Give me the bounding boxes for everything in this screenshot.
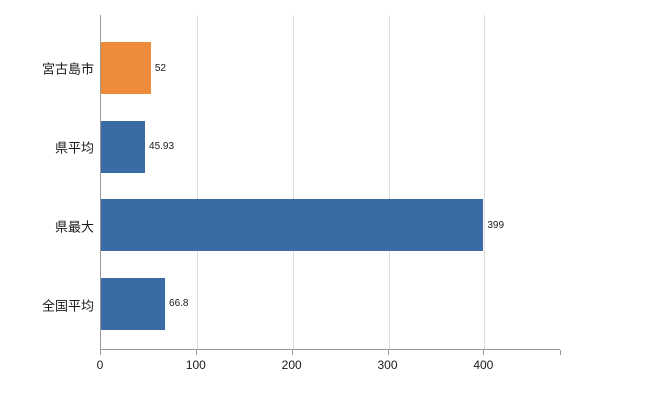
bar-1[interactable] bbox=[101, 42, 151, 95]
value-label: 45.93 bbox=[149, 141, 175, 153]
x-axis-tick bbox=[291, 350, 293, 355]
plot-area: 52 45.93 399 66.8 bbox=[100, 15, 560, 350]
value-label: 399 bbox=[487, 219, 505, 231]
bar-row: 66.8 bbox=[101, 265, 560, 344]
x-axis-tick bbox=[387, 350, 389, 355]
x-axis-tick bbox=[195, 350, 197, 355]
category-label: 全国平均 bbox=[41, 298, 94, 314]
gridline bbox=[484, 15, 486, 349]
x-axis-tick-label: 200 bbox=[281, 358, 302, 372]
x-axis-tick-label: 100 bbox=[185, 358, 206, 372]
category-label: 県平均 bbox=[54, 140, 94, 156]
x-axis-tick bbox=[483, 350, 485, 355]
bar-3[interactable] bbox=[101, 199, 484, 252]
x-axis-tick-label: 300 bbox=[377, 358, 398, 372]
x-axis-tick-label: 0 bbox=[96, 358, 104, 372]
bar-2[interactable] bbox=[101, 120, 146, 173]
category-label: 宮古島市 bbox=[41, 61, 94, 77]
value-label: 52 bbox=[154, 62, 166, 74]
bar-row: 399 bbox=[101, 186, 560, 265]
x-axis-tick bbox=[100, 350, 101, 355]
x-axis-end-tick bbox=[560, 350, 561, 355]
bar-row: 52 bbox=[101, 29, 560, 108]
bar-row: 45.93 bbox=[101, 108, 560, 187]
category-label: 県最大 bbox=[54, 219, 94, 235]
gridline bbox=[196, 15, 198, 349]
bar-4[interactable] bbox=[101, 277, 166, 330]
x-axis-tick-label: 400 bbox=[473, 358, 494, 372]
bar-rows: 52 45.93 399 66.8 bbox=[101, 15, 560, 349]
gridline bbox=[292, 15, 294, 349]
value-label: 66.8 bbox=[169, 298, 189, 310]
gridline bbox=[388, 15, 390, 349]
